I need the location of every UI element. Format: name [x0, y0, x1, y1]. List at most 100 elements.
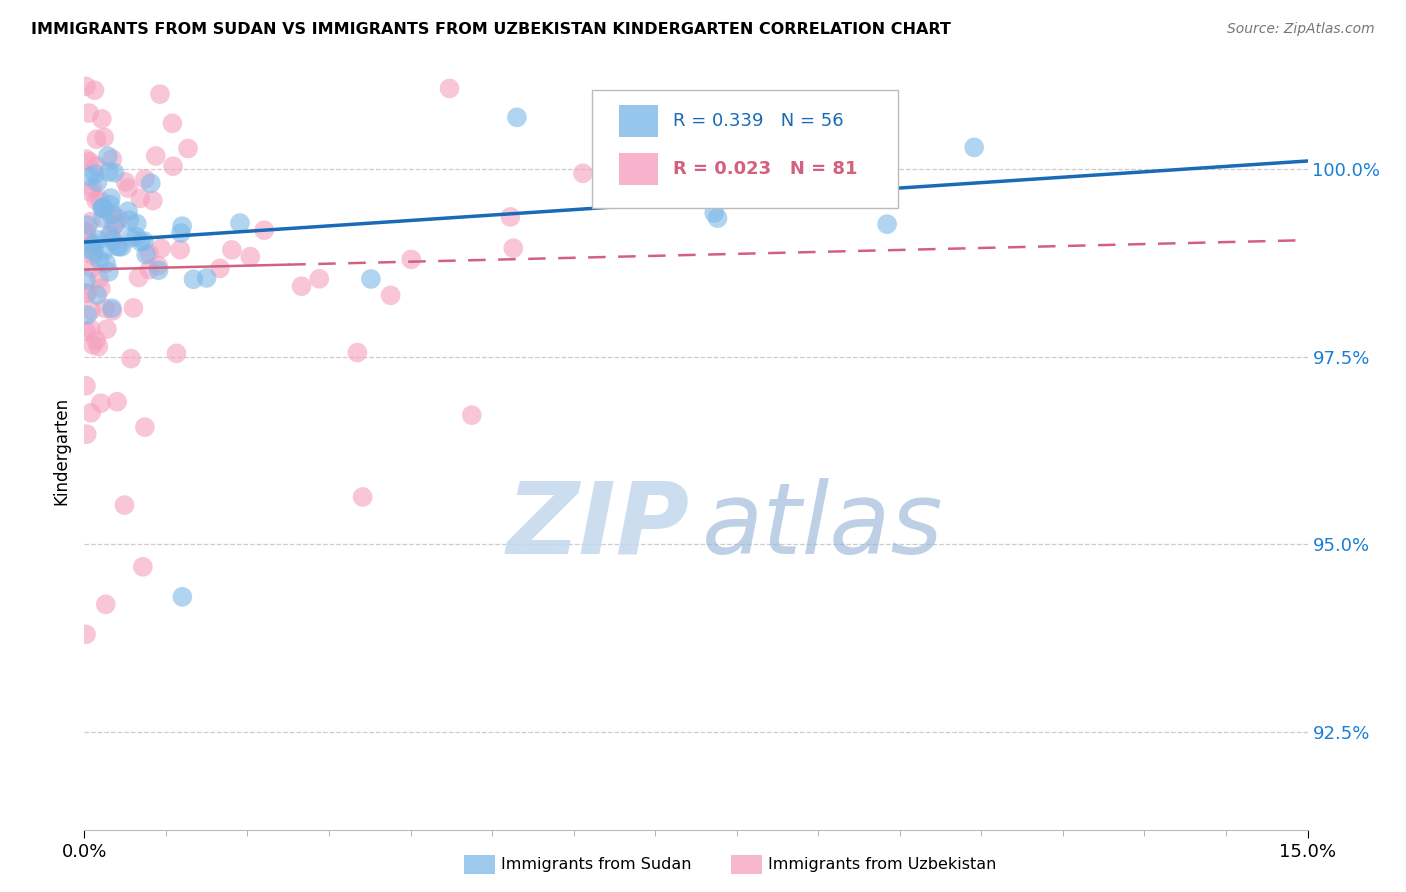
Point	[117, 204, 139, 219]
Point	[90, 281, 112, 295]
Point	[75, 627, 97, 641]
Text: ZIP: ZIP	[506, 478, 690, 574]
Point	[94, 598, 117, 612]
Point	[86, 132, 108, 146]
Point	[103, 219, 125, 233]
Point	[82, 338, 104, 352]
Point	[84, 194, 107, 208]
Point	[75, 225, 97, 239]
Point	[177, 142, 200, 156]
Point	[97, 265, 120, 279]
Point	[104, 217, 127, 231]
Point	[80, 406, 103, 420]
Point	[169, 243, 191, 257]
Point	[208, 261, 231, 276]
Point	[114, 175, 136, 189]
Point	[86, 288, 108, 302]
Point	[80, 322, 103, 336]
Text: R = 0.023   N = 81: R = 0.023 N = 81	[672, 161, 858, 178]
Point	[132, 559, 155, 574]
Point	[172, 219, 194, 234]
Point	[96, 322, 118, 336]
Point	[162, 159, 184, 173]
Point	[76, 286, 98, 301]
Point	[122, 301, 145, 315]
Point	[118, 213, 141, 227]
Point	[499, 210, 522, 224]
Point	[98, 197, 121, 211]
Point	[75, 324, 97, 338]
Point	[82, 248, 104, 262]
Point	[149, 87, 172, 102]
Text: R = 0.339   N = 56: R = 0.339 N = 56	[672, 112, 844, 130]
Point	[84, 159, 107, 173]
Point	[162, 116, 184, 130]
FancyBboxPatch shape	[619, 153, 658, 185]
Point	[75, 228, 97, 243]
Point	[94, 301, 117, 316]
Point	[138, 246, 160, 260]
Point	[103, 166, 125, 180]
Point	[129, 235, 152, 249]
Point	[80, 215, 103, 229]
Point	[114, 498, 136, 512]
Point	[97, 165, 120, 179]
Point	[93, 244, 115, 258]
Point	[80, 303, 103, 318]
Point	[98, 228, 121, 243]
Point	[76, 308, 98, 322]
Point	[82, 181, 104, 195]
Point	[290, 279, 312, 293]
Point	[439, 81, 461, 95]
Point	[129, 191, 152, 205]
Point	[76, 218, 98, 232]
Point	[101, 152, 124, 166]
Point	[183, 272, 205, 286]
Point	[100, 208, 122, 222]
Point	[101, 301, 124, 316]
Point	[76, 427, 98, 442]
Point	[145, 149, 167, 163]
Point	[706, 211, 728, 226]
Point	[170, 226, 193, 240]
Point	[89, 194, 111, 208]
Point	[139, 176, 162, 190]
Point	[84, 333, 107, 347]
Point	[229, 216, 252, 230]
Point	[86, 175, 108, 189]
Point	[138, 262, 160, 277]
Point	[90, 112, 112, 126]
Point	[87, 339, 110, 353]
Point	[101, 304, 124, 318]
Point	[785, 171, 807, 186]
Point	[346, 345, 368, 359]
Point	[105, 239, 128, 253]
Point	[239, 250, 262, 264]
Point	[132, 234, 155, 248]
Point	[502, 241, 524, 255]
Point	[91, 201, 114, 215]
Point	[93, 130, 115, 145]
Point	[97, 149, 120, 163]
Point	[308, 272, 330, 286]
Point	[80, 260, 103, 275]
Point	[195, 271, 218, 285]
Y-axis label: Kindergarten: Kindergarten	[52, 396, 70, 505]
Text: Immigrants from Sudan: Immigrants from Sudan	[501, 857, 690, 871]
Text: Immigrants from Uzbekistan: Immigrants from Uzbekistan	[768, 857, 995, 871]
Point	[111, 240, 134, 254]
Point	[93, 202, 115, 216]
Point	[101, 207, 124, 221]
Point	[120, 351, 142, 366]
Point	[876, 217, 898, 231]
Point	[79, 169, 101, 184]
Point	[146, 259, 169, 273]
Point	[100, 227, 122, 241]
Point	[100, 191, 122, 205]
Point	[79, 154, 101, 169]
Point	[87, 233, 110, 247]
Point	[83, 83, 105, 97]
Point	[75, 378, 97, 392]
Point	[134, 420, 156, 434]
Point	[142, 194, 165, 208]
